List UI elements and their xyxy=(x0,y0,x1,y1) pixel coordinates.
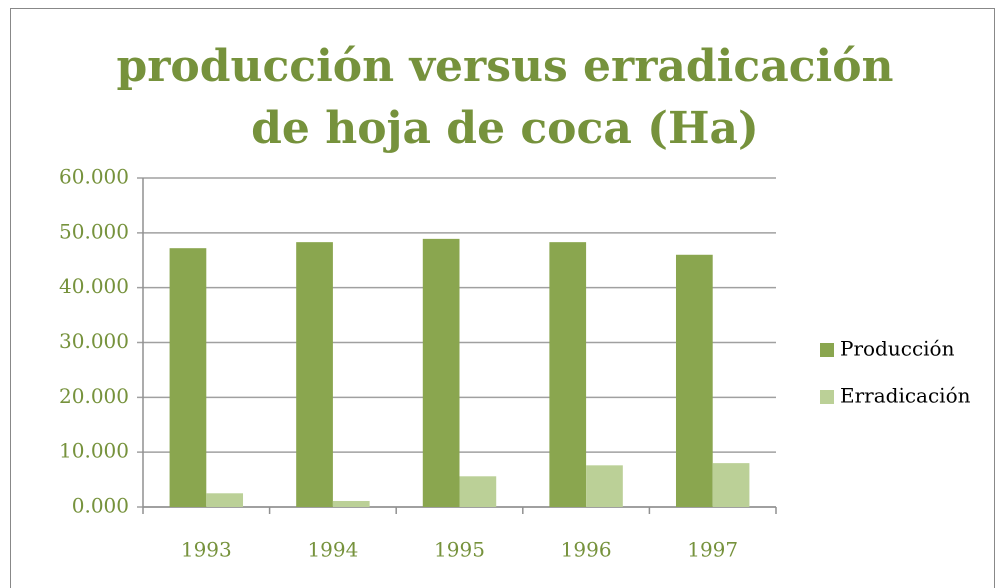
y-tick-label: 0.000 xyxy=(72,494,129,518)
x-tick-label: 1997 xyxy=(687,538,738,562)
bar xyxy=(206,493,244,507)
bar xyxy=(422,238,460,508)
x-tick-label: 1996 xyxy=(561,538,612,562)
y-tick-label: 10.000 xyxy=(59,439,129,463)
bar xyxy=(332,500,370,507)
chart-frame xyxy=(10,8,995,588)
legend-swatch xyxy=(820,390,834,404)
y-tick-label: 50.000 xyxy=(59,219,129,243)
bar xyxy=(712,463,750,507)
bar xyxy=(169,248,207,508)
chart-title: producción versus erradicación de hoja d… xyxy=(116,41,894,154)
legend-swatch xyxy=(820,343,834,357)
y-tick-label: 60.000 xyxy=(59,165,129,189)
legend-label: Erradicación xyxy=(840,384,971,408)
y-tick-label: 40.000 xyxy=(59,274,129,298)
x-tick-label: 1994 xyxy=(307,538,358,562)
bar xyxy=(675,254,713,507)
bar xyxy=(549,242,587,507)
y-tick-label: 20.000 xyxy=(59,384,129,408)
x-tick-label: 1995 xyxy=(434,538,485,562)
bar xyxy=(459,476,497,507)
legend-label: Producción xyxy=(840,337,955,361)
y-tick-label: 30.000 xyxy=(59,329,129,353)
bar xyxy=(296,242,333,507)
x-tick-label: 1993 xyxy=(181,538,232,562)
bar xyxy=(586,465,623,507)
